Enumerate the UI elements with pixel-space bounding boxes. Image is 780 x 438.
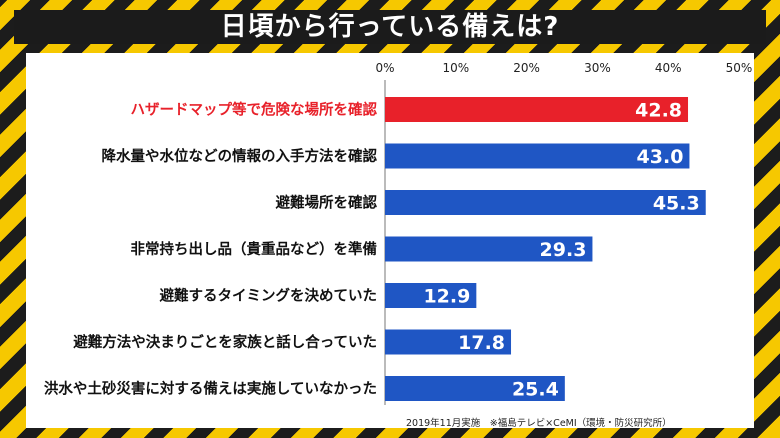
category-label: 避難場所を確認	[276, 194, 378, 212]
chart-title: 日頃から行っている備えは?	[220, 12, 560, 42]
category-label: 非常持ち出し品（貴重品など）を準備	[131, 240, 378, 258]
value-label: 29.3	[540, 239, 587, 261]
value-label: 43.0	[637, 146, 684, 168]
value-label: 45.3	[653, 193, 700, 215]
x-tick-label: 20%	[513, 61, 540, 75]
x-tick-label: 50%	[726, 61, 753, 75]
category-label: 避難方法や決まりごとを家族と話し合っていた	[73, 333, 377, 351]
x-tick-label: 0%	[375, 61, 394, 75]
bar	[385, 97, 689, 122]
category-label: ハザードマップ等で危険な場所を確認	[131, 101, 378, 119]
x-tick-label: 30%	[584, 61, 611, 75]
category-label: 洪水や土砂災害に対する備えは実施していなかった	[44, 380, 377, 398]
value-label: 17.8	[458, 332, 505, 354]
bar	[385, 236, 593, 262]
title-bar: 日頃から行っている備えは?	[14, 10, 766, 44]
bar	[385, 143, 690, 169]
value-label: 25.4	[512, 379, 559, 401]
bar	[385, 190, 706, 215]
source-note: 2019年11月実施 ※福島テレビ×CeMI（環境・防災研究所）	[406, 418, 672, 429]
x-tick-label: 10%	[442, 61, 469, 75]
x-tick-label: 40%	[655, 61, 682, 75]
bar	[385, 376, 565, 401]
category-label: 避難するタイミングを決めていた	[160, 287, 378, 305]
value-label: 42.8	[635, 100, 682, 122]
bar	[385, 283, 477, 308]
bar	[385, 329, 512, 355]
value-label: 12.9	[423, 286, 470, 308]
category-label: 降水量や水位などの情報の入手方法を確認	[102, 147, 378, 165]
bar-chart: 0% 10% 20% 30% 40% 50% ハザードマップ等で危険な場所を確認 42.8 降水…	[44, 61, 753, 405]
chart-panel: 0% 10% 20% 30% 40% 50% ハザードマップ等で危険な場所を確認 42.8 降水…	[26, 53, 754, 429]
